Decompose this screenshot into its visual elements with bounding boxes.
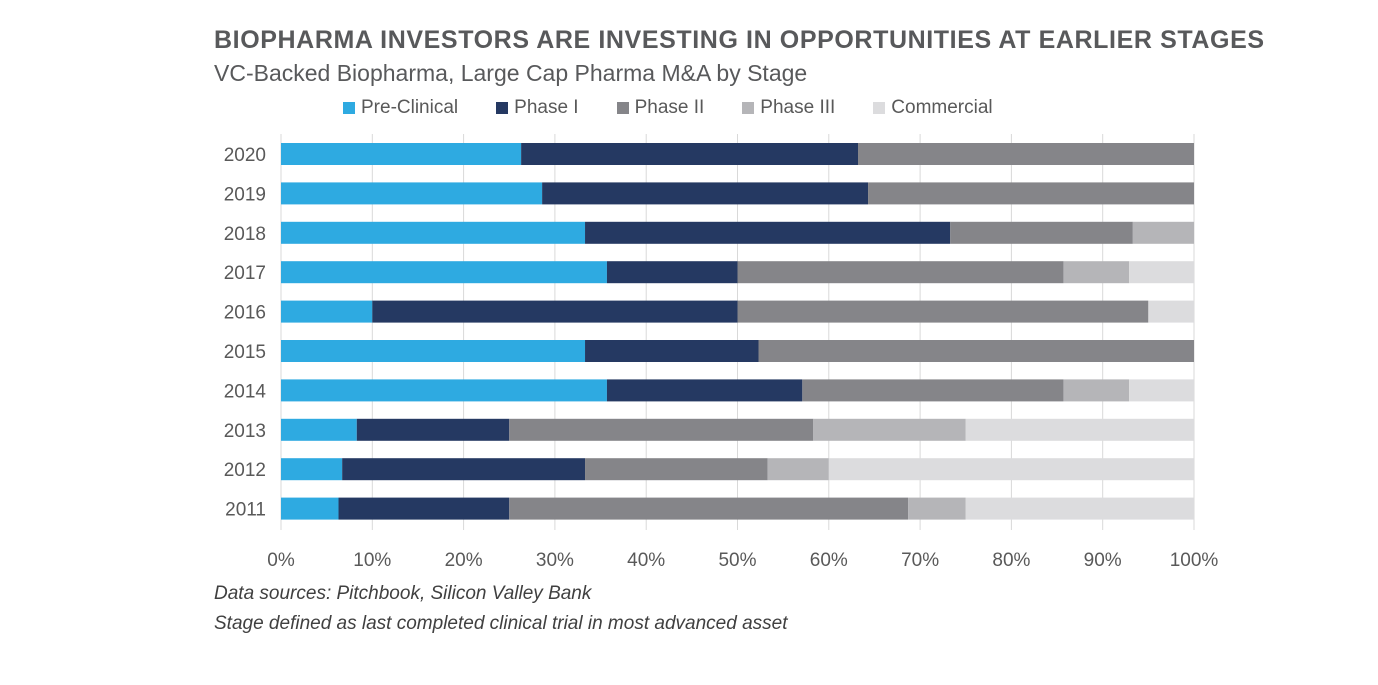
legend: Pre-Clinical Phase I Phase II Phase III … [343,97,1031,119]
bar-segment [813,418,966,441]
bar-segment [281,143,522,165]
legend-item-pre-clinical: Pre-Clinical [343,97,458,119]
bar-segment [908,497,966,520]
bar-segment [767,458,829,481]
legend-label: Commercial [891,97,993,118]
bar-segment [1148,300,1194,323]
legend-swatch [616,102,629,114]
bar-segment [868,182,1194,205]
bar-segment [372,300,738,323]
bar-segment [342,458,586,481]
y-tick-label: 2015 [224,342,266,363]
legend-label: Phase II [634,97,705,118]
x-tick-label: 80% [992,550,1030,571]
y-tick-label: 2016 [224,303,266,324]
bar-segment [606,379,803,402]
bar-segment [281,221,586,244]
bar-segment [858,143,1194,165]
y-tick-label: 2011 [225,500,266,521]
bar-segment [965,418,1194,441]
bar-segment [1129,261,1194,284]
y-tick-label: 2014 [224,381,267,402]
y-tick-label: 2017 [224,263,266,284]
bar-segment [281,182,543,205]
chart-subtitle: VC-Backed Biopharma, Large Cap Pharma M&… [214,60,808,86]
bar-segment [802,379,1064,402]
bar-segment [542,182,869,205]
bar-segment [585,340,759,362]
legend-label: Phase I [514,97,579,118]
legend-swatch [742,102,755,114]
legend-item-phase-3: Phase III [742,97,835,119]
y-tick-label: 2020 [224,145,266,166]
bar-segment [1129,379,1194,402]
y-tick-label: 2012 [224,460,266,481]
bar-segment [758,340,1194,362]
legend-label: Phase III [760,97,836,118]
bar-segment [281,261,607,284]
bar-segment [585,458,768,481]
legend-swatch [496,102,509,114]
x-tick-label: 10% [353,550,391,571]
bar-segment [1063,379,1130,402]
bar-segment [509,497,909,520]
x-tick-label: 40% [627,550,665,571]
legend-item-commercial: Commercial [873,97,993,119]
bar-segment [950,221,1133,244]
x-tick-label: 50% [718,550,756,571]
bar-segment [521,143,859,165]
x-tick-label: 90% [1084,550,1122,571]
x-tick-label: 70% [901,550,939,571]
legend-item-phase-1: Phase I [496,97,579,119]
bar-segment [281,379,607,402]
legend-swatch [873,102,886,114]
bar-segment [281,418,357,441]
bar-segment [828,458,1194,481]
bar-segment [281,497,339,520]
bar-segment [737,300,1149,323]
bar-segment [338,497,510,520]
bar-segment [585,221,951,244]
x-tick-label: 30% [536,550,574,571]
x-tick-label: 0% [267,550,295,571]
bar-segment [356,418,510,441]
x-tick-label: 100% [1170,550,1219,571]
chart-title: BIOPHARMA INVESTORS ARE INVESTING IN OPP… [214,26,1265,54]
bar-segment [509,418,814,441]
x-tick-label: 20% [445,550,483,571]
bar-segment [737,261,1064,284]
bar-segment [606,261,738,284]
bar-segment [281,300,373,323]
data-sources-note: Data sources: Pitchbook, Silicon Valley … [214,583,592,604]
bar-segment [1063,261,1130,284]
y-tick-label: 2018 [224,224,266,245]
y-tick-label: 2019 [224,184,266,205]
y-tick-label: 2013 [224,421,266,442]
bar-segment [1132,221,1194,244]
legend-item-phase-2: Phase II [616,97,705,119]
bar-segment [965,497,1194,520]
legend-label: Pre-Clinical [361,97,459,118]
x-tick-label: 60% [810,550,848,571]
bar-segment [281,458,343,481]
bar-segment [281,340,586,362]
stage-definition-note: Stage defined as last completed clinical… [214,613,788,634]
legend-swatch [343,102,355,114]
